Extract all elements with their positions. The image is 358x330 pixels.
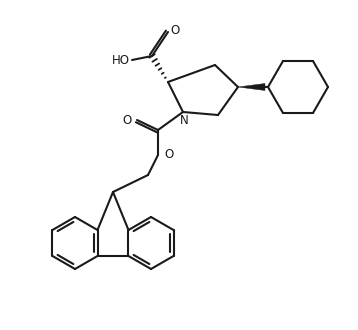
Text: N: N bbox=[180, 115, 188, 127]
Polygon shape bbox=[238, 83, 265, 90]
Text: HO: HO bbox=[112, 53, 130, 67]
Text: O: O bbox=[123, 114, 132, 126]
Text: O: O bbox=[170, 24, 179, 38]
Text: O: O bbox=[164, 148, 173, 161]
